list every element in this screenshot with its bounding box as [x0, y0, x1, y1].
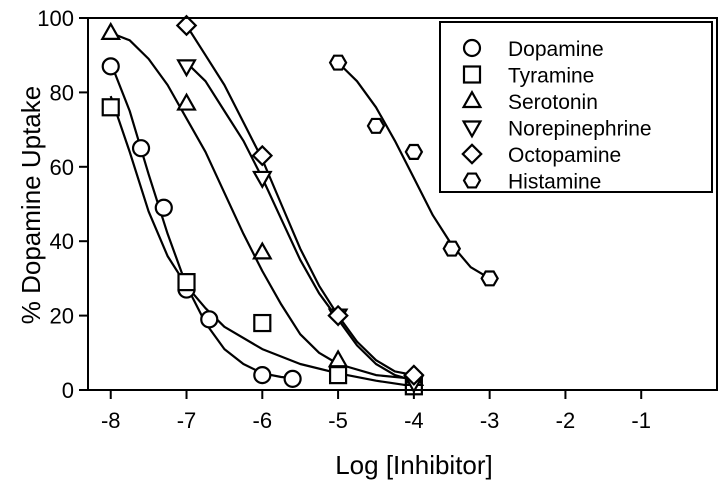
- x-tick-label: -4: [404, 408, 424, 433]
- data-point-octopamine: [403, 364, 425, 386]
- x-tick-label: -7: [177, 408, 197, 433]
- legend-label-dopamine: Dopamine: [508, 38, 604, 61]
- y-tick-label: 100: [37, 6, 74, 31]
- data-point-histamine: [480, 270, 499, 287]
- legend: Dopamine Tyramine Serotonin Norepinephrine O…: [439, 21, 713, 194]
- x-tick-label: -5: [328, 408, 348, 433]
- legend-box: [439, 21, 713, 193]
- data-point-octopamine: [175, 14, 198, 37]
- y-axis-label: % Dopamine Uptake: [16, 86, 46, 324]
- x-tick-label: -8: [101, 408, 121, 433]
- data-point-tyramine: [101, 98, 120, 117]
- axis-layer: -8 -7 -6 -5 -4 -3 -2 -1 0 20 40 60 80 100: [37, 6, 718, 433]
- fit-curve-norepinephrine: [185, 61, 415, 382]
- fit-curve-octopamine: [185, 24, 415, 377]
- legend-label-norepinephrine: Norepinephrine: [508, 118, 652, 141]
- legend-marker-dopamine: [462, 38, 482, 58]
- data-point-octopamine: [251, 144, 274, 167]
- y-tick-label: 0: [62, 378, 74, 403]
- x-tick-label: -1: [631, 408, 651, 433]
- data-point-histamine: [366, 117, 386, 134]
- data-point-tyramine: [253, 313, 272, 333]
- legend-marker-tyramine: [462, 65, 482, 84]
- fit-curve-histamine: [337, 61, 491, 280]
- data-point-serotonin: [176, 92, 197, 111]
- data-point-histamine: [442, 240, 462, 257]
- legend-label-serotonin: Serotonin: [508, 91, 598, 114]
- legend-marker-octopamine: [461, 143, 483, 165]
- y-tick-label: 80: [50, 80, 74, 105]
- data-point-tyramine: [328, 366, 348, 385]
- legend-marker-histamine: [462, 172, 482, 189]
- data-point-serotonin: [327, 349, 349, 368]
- fit-curve-serotonin: [110, 31, 415, 380]
- fit-curve-tyramine: [109, 95, 415, 388]
- x-tick-label: -6: [253, 408, 273, 433]
- plot-layer: [100, 14, 499, 396]
- data-point-histamine: [328, 54, 348, 71]
- legend-label-octopamine: Octopamine: [508, 144, 621, 167]
- plot-frame: [87, 17, 718, 391]
- legend-label-histamine: Histamine: [508, 171, 601, 194]
- legend-marker-norepinephrine: [461, 120, 483, 139]
- legend-label-tyramine: Tyramine: [508, 65, 594, 88]
- data-point-serotonin: [252, 241, 273, 260]
- legend-marker-serotonin: [461, 89, 483, 109]
- data-point-dopamine: [253, 366, 272, 385]
- data-point-serotonin: [100, 21, 122, 40]
- data-point-dopamine: [131, 139, 151, 158]
- data-point-dopamine: [154, 198, 173, 217]
- data-point-tyramine: [177, 273, 196, 292]
- y-tick-label: 40: [50, 229, 74, 254]
- data-point-dopamine: [101, 57, 120, 76]
- data-point-octopamine: [327, 304, 349, 327]
- data-point-norepinephrine: [252, 170, 273, 189]
- y-tick-label: 60: [50, 155, 74, 180]
- data-point-histamine: [404, 143, 424, 160]
- x-tick-label: -3: [480, 408, 500, 433]
- data-point-norepinephrine: [176, 59, 197, 78]
- data-point-dopamine: [283, 369, 302, 388]
- x-axis-label: Log [Inhibitor]: [335, 450, 493, 480]
- data-point-dopamine: [200, 310, 219, 329]
- x-tick-label: -2: [556, 408, 576, 433]
- fit-curve-dopamine: [109, 62, 301, 380]
- y-tick-label: 20: [50, 304, 74, 329]
